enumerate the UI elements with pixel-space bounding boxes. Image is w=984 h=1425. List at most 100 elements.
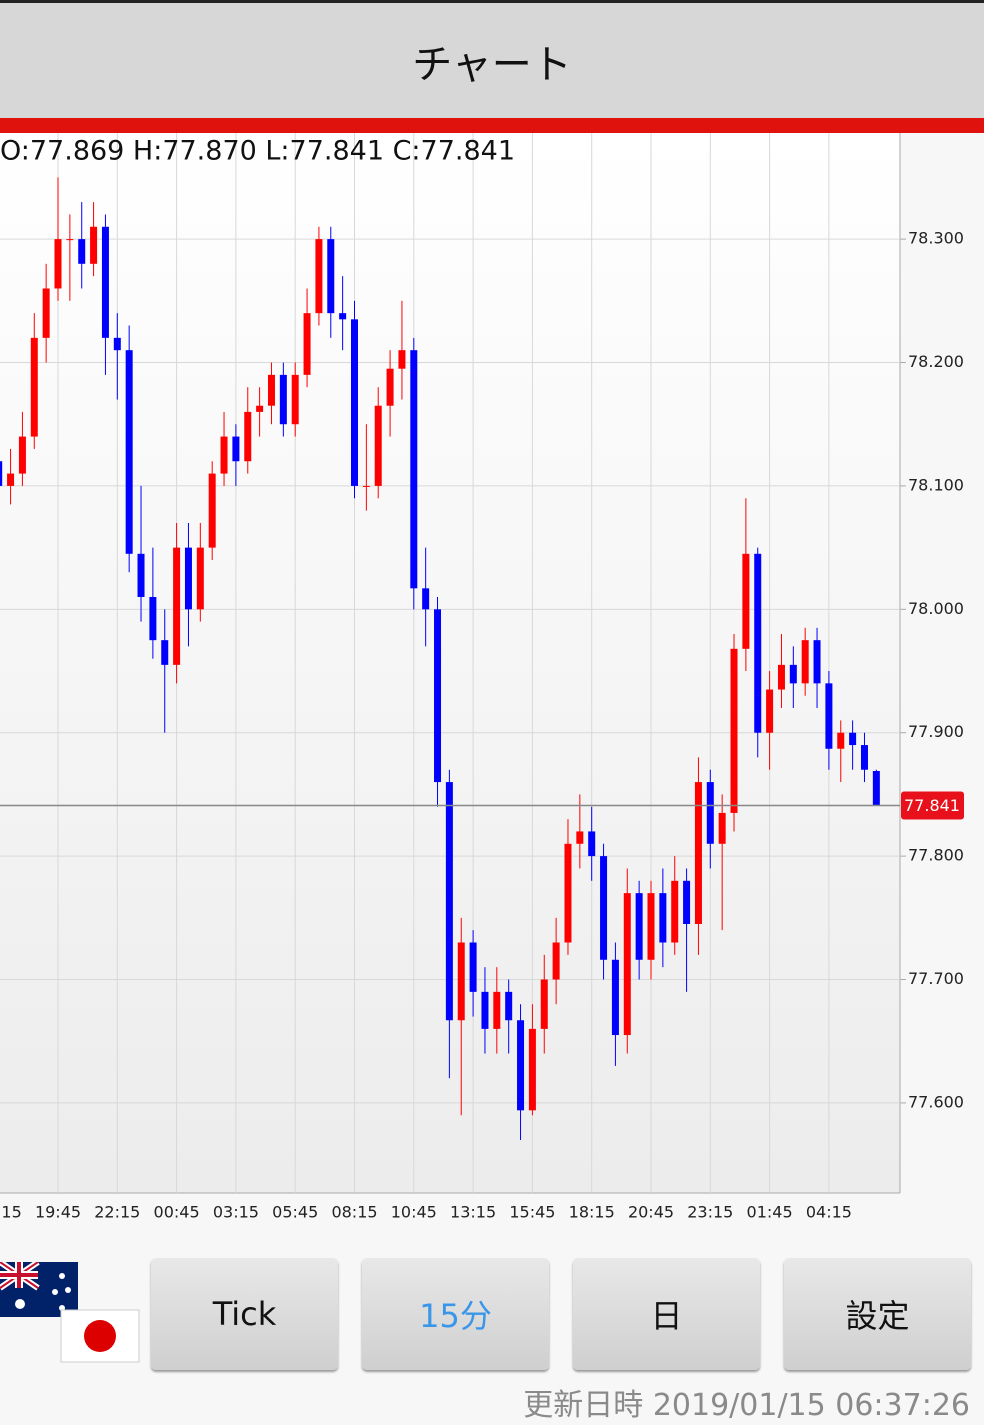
candle-body xyxy=(184,547,192,610)
candle-body xyxy=(813,640,821,684)
candle-body xyxy=(78,239,86,264)
candle-body xyxy=(386,368,394,406)
last-price-label: 77.841 xyxy=(904,796,960,815)
candle-body xyxy=(351,319,358,486)
candle-body xyxy=(706,782,714,844)
candle-body xyxy=(256,405,264,412)
candle-body xyxy=(481,991,489,1029)
y-tick-label: 78.100 xyxy=(908,475,964,494)
candle-body xyxy=(742,553,750,649)
candle-body xyxy=(588,831,596,857)
candle-body xyxy=(825,683,833,749)
candle-body xyxy=(671,880,679,943)
candle-body xyxy=(445,782,453,1021)
candle-body xyxy=(528,1028,536,1111)
candle-body xyxy=(837,732,845,749)
x-tick-label: 08:15 xyxy=(331,1203,377,1222)
x-tick-label: 19:45 xyxy=(35,1203,81,1222)
candle-body xyxy=(149,596,157,641)
candle-body xyxy=(291,374,299,425)
accent-bar xyxy=(0,118,984,133)
currency-flags xyxy=(0,1262,140,1363)
app-header: チャート xyxy=(0,0,984,118)
y-tick-label: 77.800 xyxy=(908,846,964,865)
candle-body xyxy=(374,405,382,486)
candle-body xyxy=(564,843,572,943)
candle-body xyxy=(267,374,275,406)
plot-background xyxy=(0,133,900,1193)
candle-body xyxy=(576,831,584,844)
candle-body xyxy=(552,942,560,980)
candle-body xyxy=(789,664,797,684)
candle-body xyxy=(766,689,774,733)
x-tick-label: 04:15 xyxy=(806,1203,852,1222)
x-tick-label: 17:15 xyxy=(0,1203,22,1222)
candle-body xyxy=(469,942,477,992)
candle-body xyxy=(754,553,762,733)
tick-button[interactable]: Tick xyxy=(151,1258,338,1370)
y-tick-label: 77.700 xyxy=(908,969,964,988)
x-tick-label: 01:45 xyxy=(747,1203,793,1222)
candle-body xyxy=(90,226,98,264)
x-tick-label: 15:45 xyxy=(509,1203,555,1222)
candle-body xyxy=(635,893,643,960)
candle-body xyxy=(849,732,857,746)
candle-body xyxy=(718,812,726,844)
candle-body xyxy=(161,640,169,665)
candle-body xyxy=(801,640,809,684)
candle-body xyxy=(410,350,418,589)
candle-body xyxy=(683,880,691,924)
x-tick-label: 00:45 xyxy=(154,1203,200,1222)
candle-body xyxy=(208,473,216,548)
candle-body xyxy=(623,893,631,1036)
candle-body xyxy=(611,959,619,1036)
candle-body xyxy=(777,664,785,690)
candle-body xyxy=(647,893,655,960)
candle-body xyxy=(398,350,406,369)
candle-body xyxy=(101,226,109,338)
last-price-box xyxy=(901,791,964,820)
candle-body xyxy=(434,609,442,783)
candle-body xyxy=(30,337,38,437)
candle-body xyxy=(517,1020,525,1111)
candle-body xyxy=(113,337,121,351)
candle-body xyxy=(694,782,702,924)
candle-body xyxy=(303,313,311,375)
candle-body xyxy=(339,313,347,320)
candle-body xyxy=(244,411,252,462)
candle-body xyxy=(0,461,3,486)
candle-body xyxy=(659,893,667,943)
y-tick-label: 77.600 xyxy=(908,1092,964,1111)
settings-button[interactable]: 設定 xyxy=(784,1258,971,1370)
y-tick-label: 78.300 xyxy=(908,229,964,248)
candle-body xyxy=(125,350,133,554)
y-tick-label: 78.000 xyxy=(908,599,964,618)
x-tick-label: 18:15 xyxy=(569,1203,615,1222)
candle-body xyxy=(137,553,145,597)
x-tick-label: 13:15 xyxy=(450,1203,496,1222)
x-tick-label: 22:15 xyxy=(94,1203,140,1222)
ohlc-label: O:77.869 H:77.870 L:77.841 C:77.841 xyxy=(0,136,515,167)
candle-body xyxy=(54,239,62,289)
candle-body xyxy=(173,547,181,665)
candle-body xyxy=(315,239,323,314)
candle-body xyxy=(7,473,15,486)
candle-body xyxy=(860,745,868,770)
day-button[interactable]: 日 xyxy=(573,1258,760,1370)
candle-body xyxy=(66,239,74,241)
candle-body xyxy=(327,239,335,314)
y-tick-label: 77.900 xyxy=(908,722,964,741)
15min-button[interactable]: 15分 xyxy=(362,1258,549,1370)
candle-body xyxy=(18,436,26,474)
candle-body xyxy=(540,979,548,1029)
candle-body xyxy=(362,485,370,487)
candle-body xyxy=(232,436,240,462)
candle-body xyxy=(493,991,501,1029)
candle-body xyxy=(422,588,430,610)
candle-body xyxy=(505,991,513,1021)
candle-body xyxy=(220,436,228,474)
x-tick-label: 20:45 xyxy=(628,1203,674,1222)
candle-body xyxy=(279,374,287,425)
candle-body xyxy=(730,648,738,813)
